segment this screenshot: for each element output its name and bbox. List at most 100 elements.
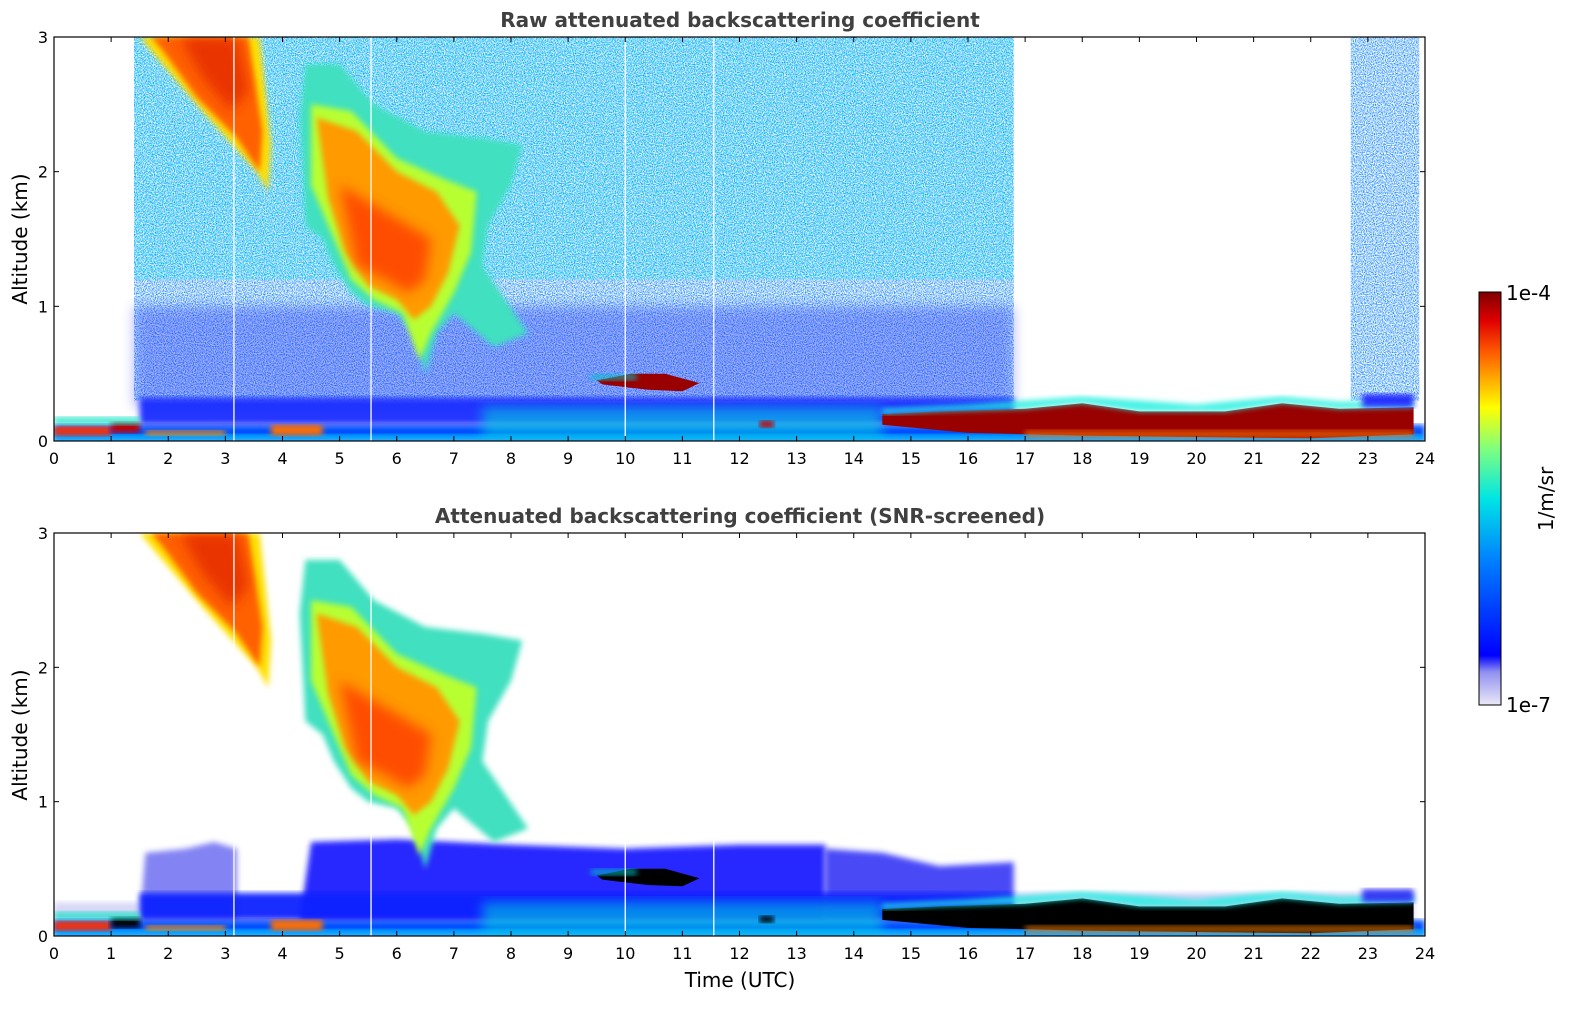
top-x-tick-label: 23 [1358,449,1378,468]
bottom-x-tick-label: 11 [672,944,692,963]
top-plume1-center [179,37,249,112]
bottom-x-tick-label: 18 [1072,944,1092,963]
bottom-x-tick-label: 21 [1243,944,1263,963]
bottom-x-tick-label: 20 [1186,944,1206,963]
bottom-early-layer-top [54,911,140,920]
top-x-tick-label: 19 [1129,449,1149,468]
bottom-early-layer-a [54,921,112,931]
bottom-x-tick-label: 22 [1301,944,1321,963]
bottom-late-aerosol [1362,889,1414,903]
bottom-night-layer-bottom [1025,925,1414,934]
colorbar-min-label: 1e-7 [1506,693,1551,717]
bottom-x-tick-label: 12 [729,944,749,963]
bottom-night-layer [882,898,1414,934]
top-night-layer-top [882,396,1414,415]
bottom-x-tick-label: 19 [1129,944,1149,963]
top-early-layer-a [54,426,112,436]
top-x-tick-label: 18 [1072,449,1092,468]
top-noise-region-late [1350,37,1420,401]
bottom-x-tick-label: 24 [1415,944,1435,963]
top-y-tick-label: 3 [38,28,48,47]
top-x-tick-label: 21 [1243,449,1263,468]
top-plume2-center [339,185,431,293]
bottom-early-layer-d [271,919,323,931]
bottom-x-tick-label: 1 [106,944,116,963]
bottom-x-tick-label: 5 [335,944,345,963]
bottom-x-tick-label: 14 [844,944,864,963]
top-x-tick-label: 15 [901,449,921,468]
bottom-y-axis-label: Altitude (km) [8,669,32,800]
top-x-tick-label: 6 [392,449,402,468]
colorbar-max-label: 1e-4 [1506,281,1551,305]
bottom-y-tick-label: 2 [38,658,48,677]
top-x-tick-label: 3 [220,449,230,468]
top-turbulent-layer [482,407,883,439]
colorbar-unit-label: 1/m/sr [1534,466,1558,531]
top-dense-noise [134,306,1014,408]
top-x-tick-label: 8 [506,449,516,468]
bottom-x-tick-label: 4 [277,944,287,963]
top-x-tick-label: 1 [106,449,116,468]
top-x-tick-label: 20 [1186,449,1206,468]
top-x-tick-label: 16 [958,449,978,468]
top-panel-title: Raw attenuated backscattering coefficien… [500,8,980,32]
top-x-tick-label: 7 [449,449,459,468]
bottom-x-tick-label: 16 [958,944,978,963]
colorbar: 1e-4 1e-7 1/m/sr [1478,281,1558,717]
bottom-plume2-center [339,680,431,789]
top-x-tick-label: 5 [335,449,345,468]
bottom-x-tick-label: 9 [563,944,573,963]
colorbar-gradient [1478,291,1502,706]
bottom-x-tick-label: 7 [449,944,459,963]
top-y-axis-label: Altitude (km) [8,173,32,304]
top-late-aerosol [1362,393,1414,408]
bottom-x-tick-label: 6 [392,944,402,963]
bottom-x-tick-label: 23 [1358,944,1378,963]
top-x-tick-label: 22 [1301,449,1321,468]
bottom-panel-title: Attenuated backscattering coefficient (S… [435,504,1045,528]
top-x-tick-label: 0 [49,449,59,468]
top-early-layer-top [54,416,140,425]
top-small-layer [759,420,774,428]
top-y-tick-label: 1 [38,297,48,316]
bottom-x-tick-label: 15 [901,944,921,963]
bottom-early-layer-c [145,925,226,931]
top-heatmap [54,37,1425,441]
top-panel: 0 1 2 3 4 5 6 7 8 9 10 11 12 13 14 15 16 17 18 19 20 21 22 23 24… [38,28,1435,468]
top-elevated-layer-edge [591,373,637,381]
top-x-tick-label: 13 [786,449,806,468]
bottom-x-tick-label: 8 [506,944,516,963]
top-x-tick-label: 12 [729,449,749,468]
bottom-elevated-layer-edge [591,868,637,876]
top-x-tick-label: 24 [1415,449,1435,468]
top-x-tick-label: 2 [163,449,173,468]
top-y-tick-label: 2 [38,163,48,182]
bottom-x-tick-label: 17 [1015,944,1035,963]
bottom-panel: 0 1 2 3 4 5 6 7 8 9 10 11 12 13 14 15 16 17 18 19 20 21 22 23 24… [38,524,1435,963]
bottom-x-tick-label: 10 [615,944,635,963]
top-x-tick-label: 17 [1015,449,1035,468]
bottom-turbulent-layer [482,902,883,934]
top-early-layer-d [271,424,323,436]
top-y-tick-label: 0 [38,432,48,451]
top-early-layer-c [145,430,226,436]
bottom-heatmap [54,533,1425,936]
top-x-tick-label: 14 [844,449,864,468]
x-axis-label: Time (UTC) [684,968,796,992]
bottom-x-tick-label: 13 [786,944,806,963]
bottom-y-tick-label: 1 [38,793,48,812]
bottom-x-tick-label: 3 [220,944,230,963]
bottom-x-tick-label: 0 [49,944,59,963]
bottom-x-tick-label: 2 [163,944,173,963]
bottom-small-layer [759,915,774,923]
top-night-layer [882,403,1414,439]
top-x-tick-label: 9 [563,449,573,468]
bottom-night-layer-top [882,891,1414,910]
top-night-layer-bottom [1025,430,1414,439]
bottom-y-tick-label: 3 [38,524,48,543]
top-x-tick-label: 4 [277,449,287,468]
bottom-y-tick-label: 0 [38,927,48,946]
bottom-plume1-center [179,533,249,607]
top-x-tick-label: 11 [672,449,692,468]
